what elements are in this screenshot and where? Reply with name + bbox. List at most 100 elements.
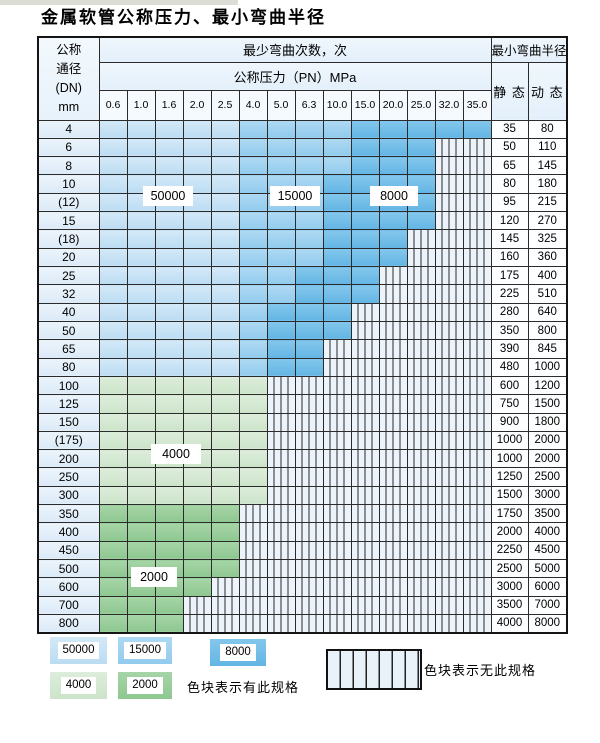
dynamic-radius-cell: 800 bbox=[527, 320, 568, 341]
static-radius-cell: 50 bbox=[490, 137, 529, 158]
no-spec-cell bbox=[434, 265, 464, 286]
no-spec-cell bbox=[350, 522, 380, 542]
dn-cell: 125 bbox=[37, 394, 100, 414]
spec-cell-2000 bbox=[126, 613, 156, 634]
no-spec-cell bbox=[238, 504, 268, 524]
spec-cell-15000 bbox=[266, 229, 296, 249]
no-spec-cell bbox=[322, 504, 352, 524]
dynamic-radius-cell: 2000 bbox=[527, 449, 568, 469]
spec-cell-4000 bbox=[210, 449, 240, 469]
spec-cell-8000 bbox=[266, 339, 296, 359]
spec-cell-50000 bbox=[210, 339, 240, 359]
spec-cell-15000 bbox=[266, 119, 296, 139]
dn-cell: 300 bbox=[37, 485, 100, 506]
no-spec-cell bbox=[266, 540, 296, 561]
static-radius-cell: 1000 bbox=[490, 449, 529, 469]
no-spec-cell bbox=[434, 540, 464, 561]
no-spec-cell bbox=[406, 558, 436, 579]
no-spec-cell bbox=[350, 339, 380, 359]
dn-cell: (12) bbox=[37, 192, 100, 213]
no-spec-cell bbox=[462, 430, 492, 451]
spec-cell-8000 bbox=[406, 137, 436, 158]
no-spec-cell bbox=[434, 174, 464, 194]
spec-cell-8000 bbox=[322, 229, 352, 249]
no-spec-cell bbox=[350, 394, 380, 414]
spec-cell-15000 bbox=[238, 320, 268, 341]
spec-cell-8000 bbox=[322, 265, 352, 286]
no-spec-cell bbox=[378, 339, 408, 359]
no-spec-cell bbox=[322, 449, 352, 469]
spec-cell-2000 bbox=[98, 504, 128, 524]
dynamic-radius-cell: 215 bbox=[527, 192, 568, 213]
no-spec-cell bbox=[322, 540, 352, 561]
no-spec-cell bbox=[462, 522, 492, 542]
spec-cell-50000 bbox=[182, 247, 212, 268]
spec-cell-4000 bbox=[126, 430, 156, 451]
spec-cell-50000 bbox=[98, 174, 128, 194]
no-spec-cell bbox=[462, 558, 492, 579]
no-spec-cell bbox=[350, 375, 380, 396]
no-spec-cell bbox=[462, 247, 492, 268]
spec-cell-4000 bbox=[98, 394, 128, 414]
spec-cell-4000 bbox=[210, 375, 240, 396]
spec-cell-50000 bbox=[154, 137, 184, 158]
no-spec-cell bbox=[378, 430, 408, 451]
static-radius-cell: 350 bbox=[490, 320, 529, 341]
spec-cell-50000 bbox=[182, 156, 212, 176]
spec-cell-50000 bbox=[210, 284, 240, 304]
spec-cell-4000 bbox=[154, 412, 184, 432]
spec-cell-8000 bbox=[322, 211, 352, 231]
no-spec-cell bbox=[406, 302, 436, 322]
no-spec-cell bbox=[378, 284, 408, 304]
no-spec-cell bbox=[350, 558, 380, 579]
spec-cell-50000 bbox=[154, 339, 184, 359]
no-spec-cell bbox=[462, 284, 492, 304]
spec-cell-4000 bbox=[98, 430, 128, 451]
spec-cell-50000 bbox=[210, 229, 240, 249]
dynamic-radius-cell: 845 bbox=[527, 339, 568, 359]
spec-cell-50000 bbox=[182, 357, 212, 377]
table-row: 800 4000 8000 bbox=[37, 613, 568, 634]
spec-cell-4000 bbox=[98, 412, 128, 432]
spec-cell-2000 bbox=[182, 522, 212, 542]
spec-cell-50000 bbox=[126, 156, 156, 176]
static-radius-cell: 35 bbox=[490, 119, 529, 139]
dynamic-radius-cell: 110 bbox=[527, 137, 568, 158]
no-spec-cell bbox=[294, 522, 324, 542]
spec-cell-15000 bbox=[322, 119, 352, 139]
spec-cell-50000 bbox=[210, 265, 240, 286]
table-row: 200 1000 2000 bbox=[37, 449, 568, 469]
spec-cell-4000 bbox=[126, 467, 156, 487]
spec-cell-50000 bbox=[154, 284, 184, 304]
no-spec-cell bbox=[210, 613, 240, 634]
no-spec-cell bbox=[210, 577, 240, 597]
no-spec-cell bbox=[238, 577, 268, 597]
spec-cell-8000 bbox=[378, 229, 408, 249]
static-radius-cell: 3500 bbox=[490, 595, 529, 615]
no-spec-cell bbox=[462, 265, 492, 286]
spec-cell-4000 bbox=[126, 394, 156, 414]
spec-cell-8000 bbox=[294, 320, 324, 341]
spec-cell-50000 bbox=[98, 192, 128, 213]
spec-cell-15000 bbox=[266, 284, 296, 304]
dynamic-radius-cell: 8000 bbox=[527, 613, 568, 634]
table-row: 65 390 845 bbox=[37, 339, 568, 359]
spec-cell-50000 bbox=[182, 284, 212, 304]
static-radius-cell: 280 bbox=[490, 302, 529, 322]
no-spec-cell bbox=[434, 247, 464, 268]
no-spec-cell bbox=[266, 412, 296, 432]
spec-cell-4000 bbox=[238, 412, 268, 432]
no-spec-cell bbox=[266, 375, 296, 396]
spec-cell-8000 bbox=[294, 357, 324, 377]
spec-cell-4000 bbox=[126, 485, 156, 506]
dn-cell: 150 bbox=[37, 412, 100, 432]
no-spec-cell bbox=[434, 229, 464, 249]
spec-cell-50000 bbox=[98, 320, 128, 341]
static-header: 静 态 bbox=[490, 61, 529, 121]
dn-cell: 400 bbox=[37, 522, 100, 542]
spec-cell-2000 bbox=[210, 504, 240, 524]
spec-cell-2000 bbox=[98, 613, 128, 634]
no-spec-cell bbox=[266, 613, 296, 634]
legend-swatch-8000: 8000 bbox=[210, 639, 266, 666]
no-spec-cell bbox=[462, 302, 492, 322]
